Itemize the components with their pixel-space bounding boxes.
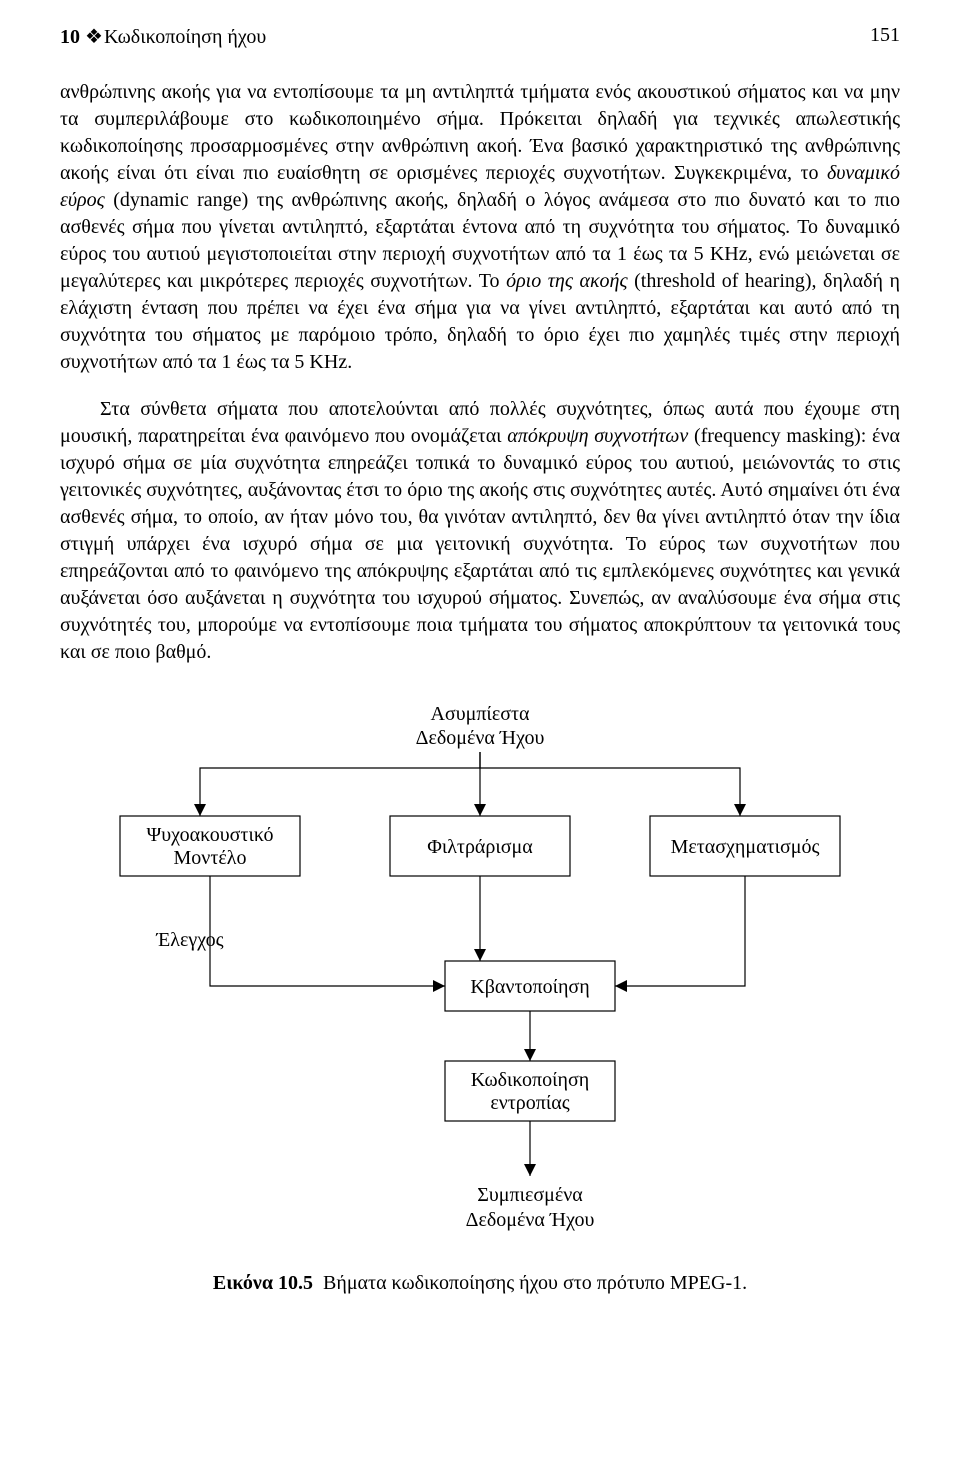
node-filter-line1: Φιλτράρισμα xyxy=(427,836,533,858)
node-entropy-line2: εντροπίας xyxy=(490,1092,569,1114)
node-output-line2: Δεδομένα Ήχου xyxy=(466,1209,595,1231)
page-number: 151 xyxy=(870,24,900,49)
figure-number: Εικόνα 10.5 xyxy=(213,1272,313,1294)
node-psycho-line1: Ψυχοακουστικό xyxy=(147,824,274,846)
figure: Ασυμπίεστα Δεδομένα Ήχου Ψυχοακουστικό Μ… xyxy=(60,696,900,1295)
p2-seg2: (frequency masking): ένα ισχυρό σήμα σε … xyxy=(60,425,900,663)
edge-transform-quant xyxy=(615,876,745,986)
edge-psycho-quant xyxy=(210,876,445,986)
paragraph-1: ανθρώπινης ακοής για να εντοπίσουμε τα μ… xyxy=(60,79,900,376)
page: 10 Κωδικοποίηση ήχου 151 ανθρώπινης ακοή… xyxy=(0,0,960,1335)
figure-caption: Εικόνα 10.5 Βήματα κωδικοποίησης ήχου στ… xyxy=(60,1272,900,1295)
node-control-label: Έλεγχος xyxy=(155,929,223,951)
figure-caption-text: Βήματα κωδικοποίησης ήχου στο πρότυπο MP… xyxy=(323,1272,747,1294)
paragraph-2: Στα σύνθετα σήματα που αποτελούνται από … xyxy=(60,396,900,666)
flowchart-svg: Ασυμπίεστα Δεδομένα Ήχου Ψυχοακουστικό Μ… xyxy=(60,696,900,1256)
node-quant-line1: Κβαντοποίηση xyxy=(470,976,589,998)
node-psycho-line2: Μοντέλο xyxy=(174,847,247,869)
p2-italic1: απόκρυψη συχνοτήτων xyxy=(507,425,688,447)
edge-input-psycho xyxy=(200,752,480,816)
body-text: ανθρώπινης ακοής για να εντοπίσουμε τα μ… xyxy=(60,79,900,666)
node-output-line1: Συμπιεσμένα xyxy=(477,1184,583,1206)
node-transform-line1: Μετασχηματισμός xyxy=(671,836,820,858)
node-input-line2: Δεδομένα Ήχου xyxy=(416,727,545,749)
header-left: 10 Κωδικοποίηση ήχου xyxy=(60,24,266,49)
edge-input-transform xyxy=(480,752,740,816)
node-entropy-line1: Κωδικοποίηση xyxy=(471,1069,590,1091)
node-input-line1: Ασυμπίεστα xyxy=(430,703,530,725)
page-header: 10 Κωδικοποίηση ήχου 151 xyxy=(60,24,900,49)
p1-italic2: όριο της ακοής xyxy=(506,270,628,292)
chapter-title: Κωδικοποίηση ήχου xyxy=(85,26,266,48)
chapter-number: 10 xyxy=(60,26,80,48)
